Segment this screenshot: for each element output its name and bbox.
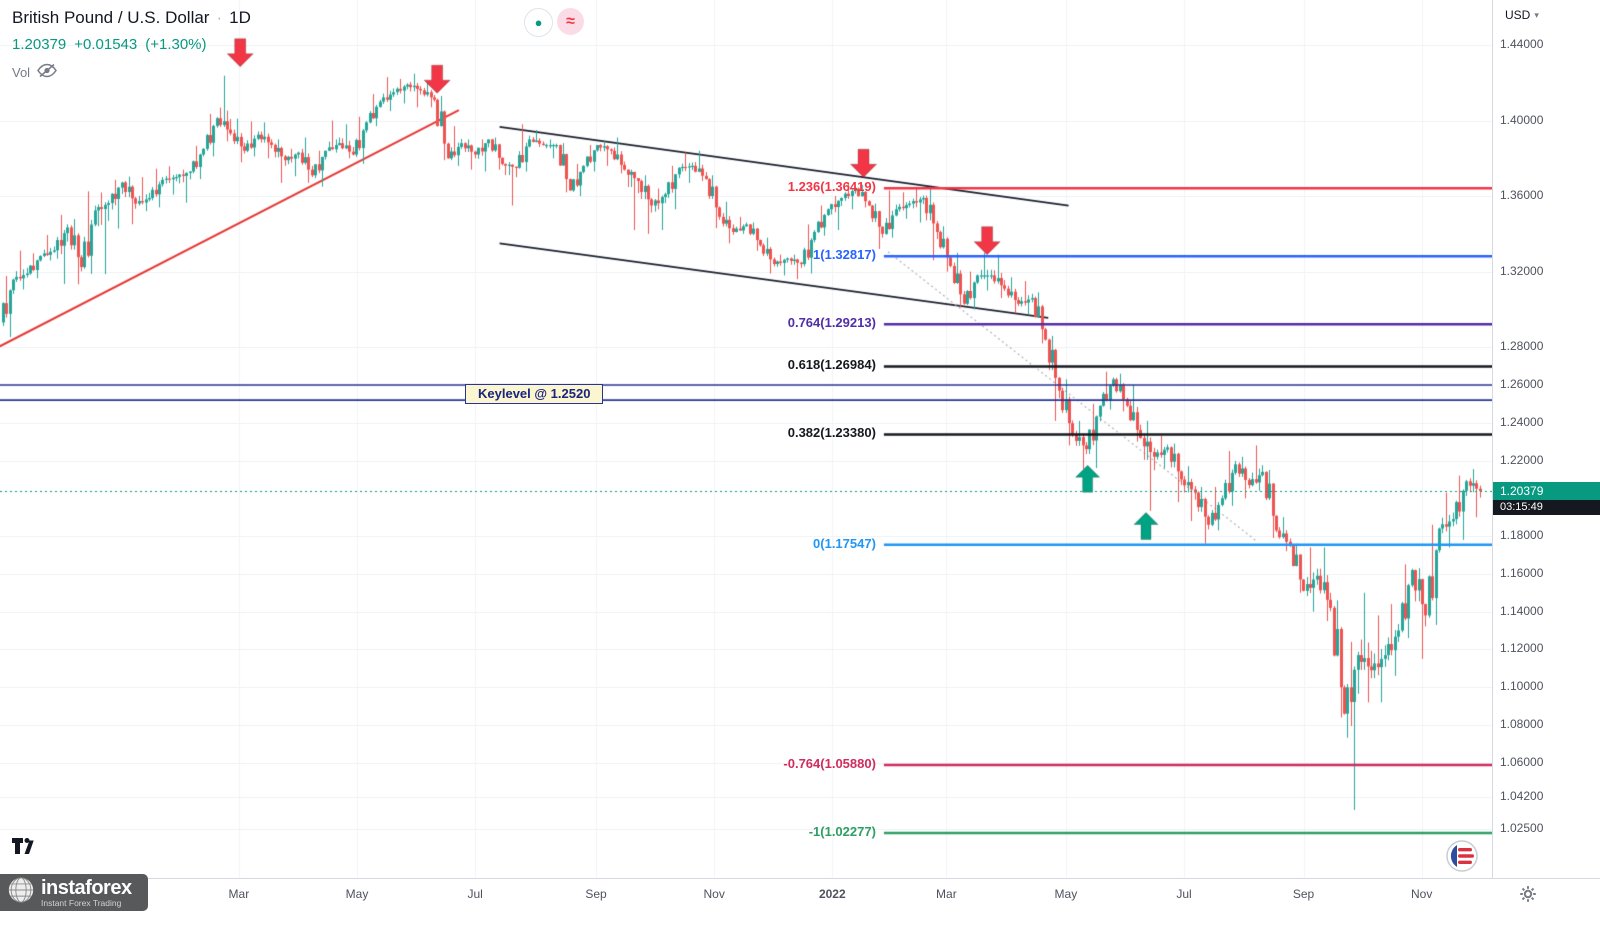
price-axis-label: 1.40000 [1500, 112, 1544, 127]
instaforex-banner[interactable]: instaforex Instant Forex Trading [0, 874, 148, 911]
time-axis-label: Mar [228, 887, 250, 901]
time-axis-label: Jul [1176, 887, 1192, 901]
price-axis-label: 1.02500 [1500, 820, 1544, 835]
bar-countdown-badge: 03:15:49 [1493, 500, 1600, 516]
time-axis-label: Jul [467, 887, 483, 901]
price-axis-label: 1.16000 [1500, 565, 1544, 580]
price-axis[interactable]: USD ▾ 1.20379 03:15:49 1.44000 1.40000 1.3… [1492, 0, 1600, 878]
eye-slash-icon[interactable] [37, 63, 57, 81]
time-axis-label: Nov [703, 887, 725, 901]
time-axis-label: May [1054, 887, 1078, 901]
price-axis-label: 1.44000 [1500, 36, 1544, 51]
price-axis-label: 1.04200 [1500, 788, 1544, 803]
symbol-title: British Pound / U.S. Dollar [12, 8, 210, 27]
tradingview-logo[interactable] [10, 832, 38, 865]
title-separator: · [216, 8, 223, 27]
dot-icon: ● [534, 15, 543, 30]
gear-icon[interactable] [1519, 885, 1537, 908]
chart-legend: British Pound / U.S. Dollar · 1D 1.20379… [12, 8, 251, 81]
price-readout-row: 1.20379 +0.01543 (+1.30%) [12, 36, 251, 53]
price-axis-label: 1.10000 [1500, 679, 1544, 694]
fib-level-label[interactable]: -1(1.02277) [808, 824, 876, 840]
wave-indicator-chip[interactable]: ≈ [557, 8, 584, 35]
price-chart-canvas[interactable] [0, 0, 1492, 878]
time-axis-label: Sep [585, 887, 607, 901]
fib-level-label[interactable]: 0.382(1.23380) [787, 425, 876, 441]
fib-level-label[interactable]: -0.764(1.05880) [783, 756, 876, 772]
price-axis-label: 1.24000 [1500, 414, 1544, 429]
price-axis-label: 1.08000 [1500, 716, 1544, 731]
time-axis-label: May [345, 887, 369, 901]
chevron-down-icon: ▾ [1534, 9, 1539, 20]
price-axis-label: 1.26000 [1500, 376, 1544, 391]
instaforex-wordmark: instaforex [41, 876, 132, 899]
last-price: 1.20379 [12, 36, 67, 53]
price-axis-label: 1.22000 [1500, 452, 1544, 467]
key-level-label[interactable]: Keylevel @ 1.2520 [465, 383, 604, 404]
wave-icon: ≈ [566, 12, 575, 30]
symbol-title-row[interactable]: British Pound / U.S. Dollar · 1D [12, 8, 251, 28]
flag-badge-icon [1446, 840, 1478, 877]
dot-indicator-chip[interactable]: ● [524, 8, 553, 37]
fib-level-label[interactable]: 0.618(1.26984) [787, 357, 876, 373]
interval-label[interactable]: 1D [229, 8, 251, 27]
price-axis-label: 1.28000 [1500, 339, 1544, 354]
time-axis[interactable]: Mar May Jul Sep Nov 2022 Mar May Jul Sep Nov [0, 878, 1600, 930]
time-axis-label: Sep [1292, 887, 1315, 901]
price-axis-label: 1.36000 [1500, 188, 1544, 203]
time-axis-label: Mar [936, 887, 957, 901]
price-axis-label: 1.12000 [1500, 641, 1544, 656]
fib-level-label[interactable]: 0.764(1.29213) [787, 315, 876, 331]
time-axis-label: 2022 [818, 887, 846, 901]
volume-label: Vol [12, 64, 31, 80]
volume-legend-row[interactable]: Vol [12, 63, 251, 81]
price-axis-label: 1.06000 [1500, 754, 1544, 769]
price-axis-label: 1.32000 [1500, 263, 1544, 278]
currency-dropdown[interactable]: USD ▾ [1505, 8, 1539, 22]
instaforex-tagline: Instant Forex Trading [41, 897, 122, 908]
chart-overlay: Keylevel @ 1.2520 1.236(1.36419) 1(1.3281… [465, 179, 876, 840]
fib-level-label[interactable]: 0(1.17547) [813, 535, 876, 551]
indicator-chips: ● ≈ [524, 8, 584, 37]
price-axis-label: 1.14000 [1500, 603, 1544, 618]
currency-label: USD [1505, 8, 1531, 22]
current-price-badge: 1.20379 [1493, 482, 1600, 501]
price-change-percent: (+1.30%) [145, 36, 207, 53]
price-change: +0.01543 [74, 36, 138, 53]
time-axis-label: Nov [1411, 887, 1433, 901]
globe-icon [6, 875, 36, 910]
fib-level-label[interactable]: 1(1.32817) [813, 247, 876, 263]
price-axis-label: 1.18000 [1500, 528, 1544, 543]
fib-level-label[interactable]: 1.236(1.36419) [787, 179, 876, 195]
